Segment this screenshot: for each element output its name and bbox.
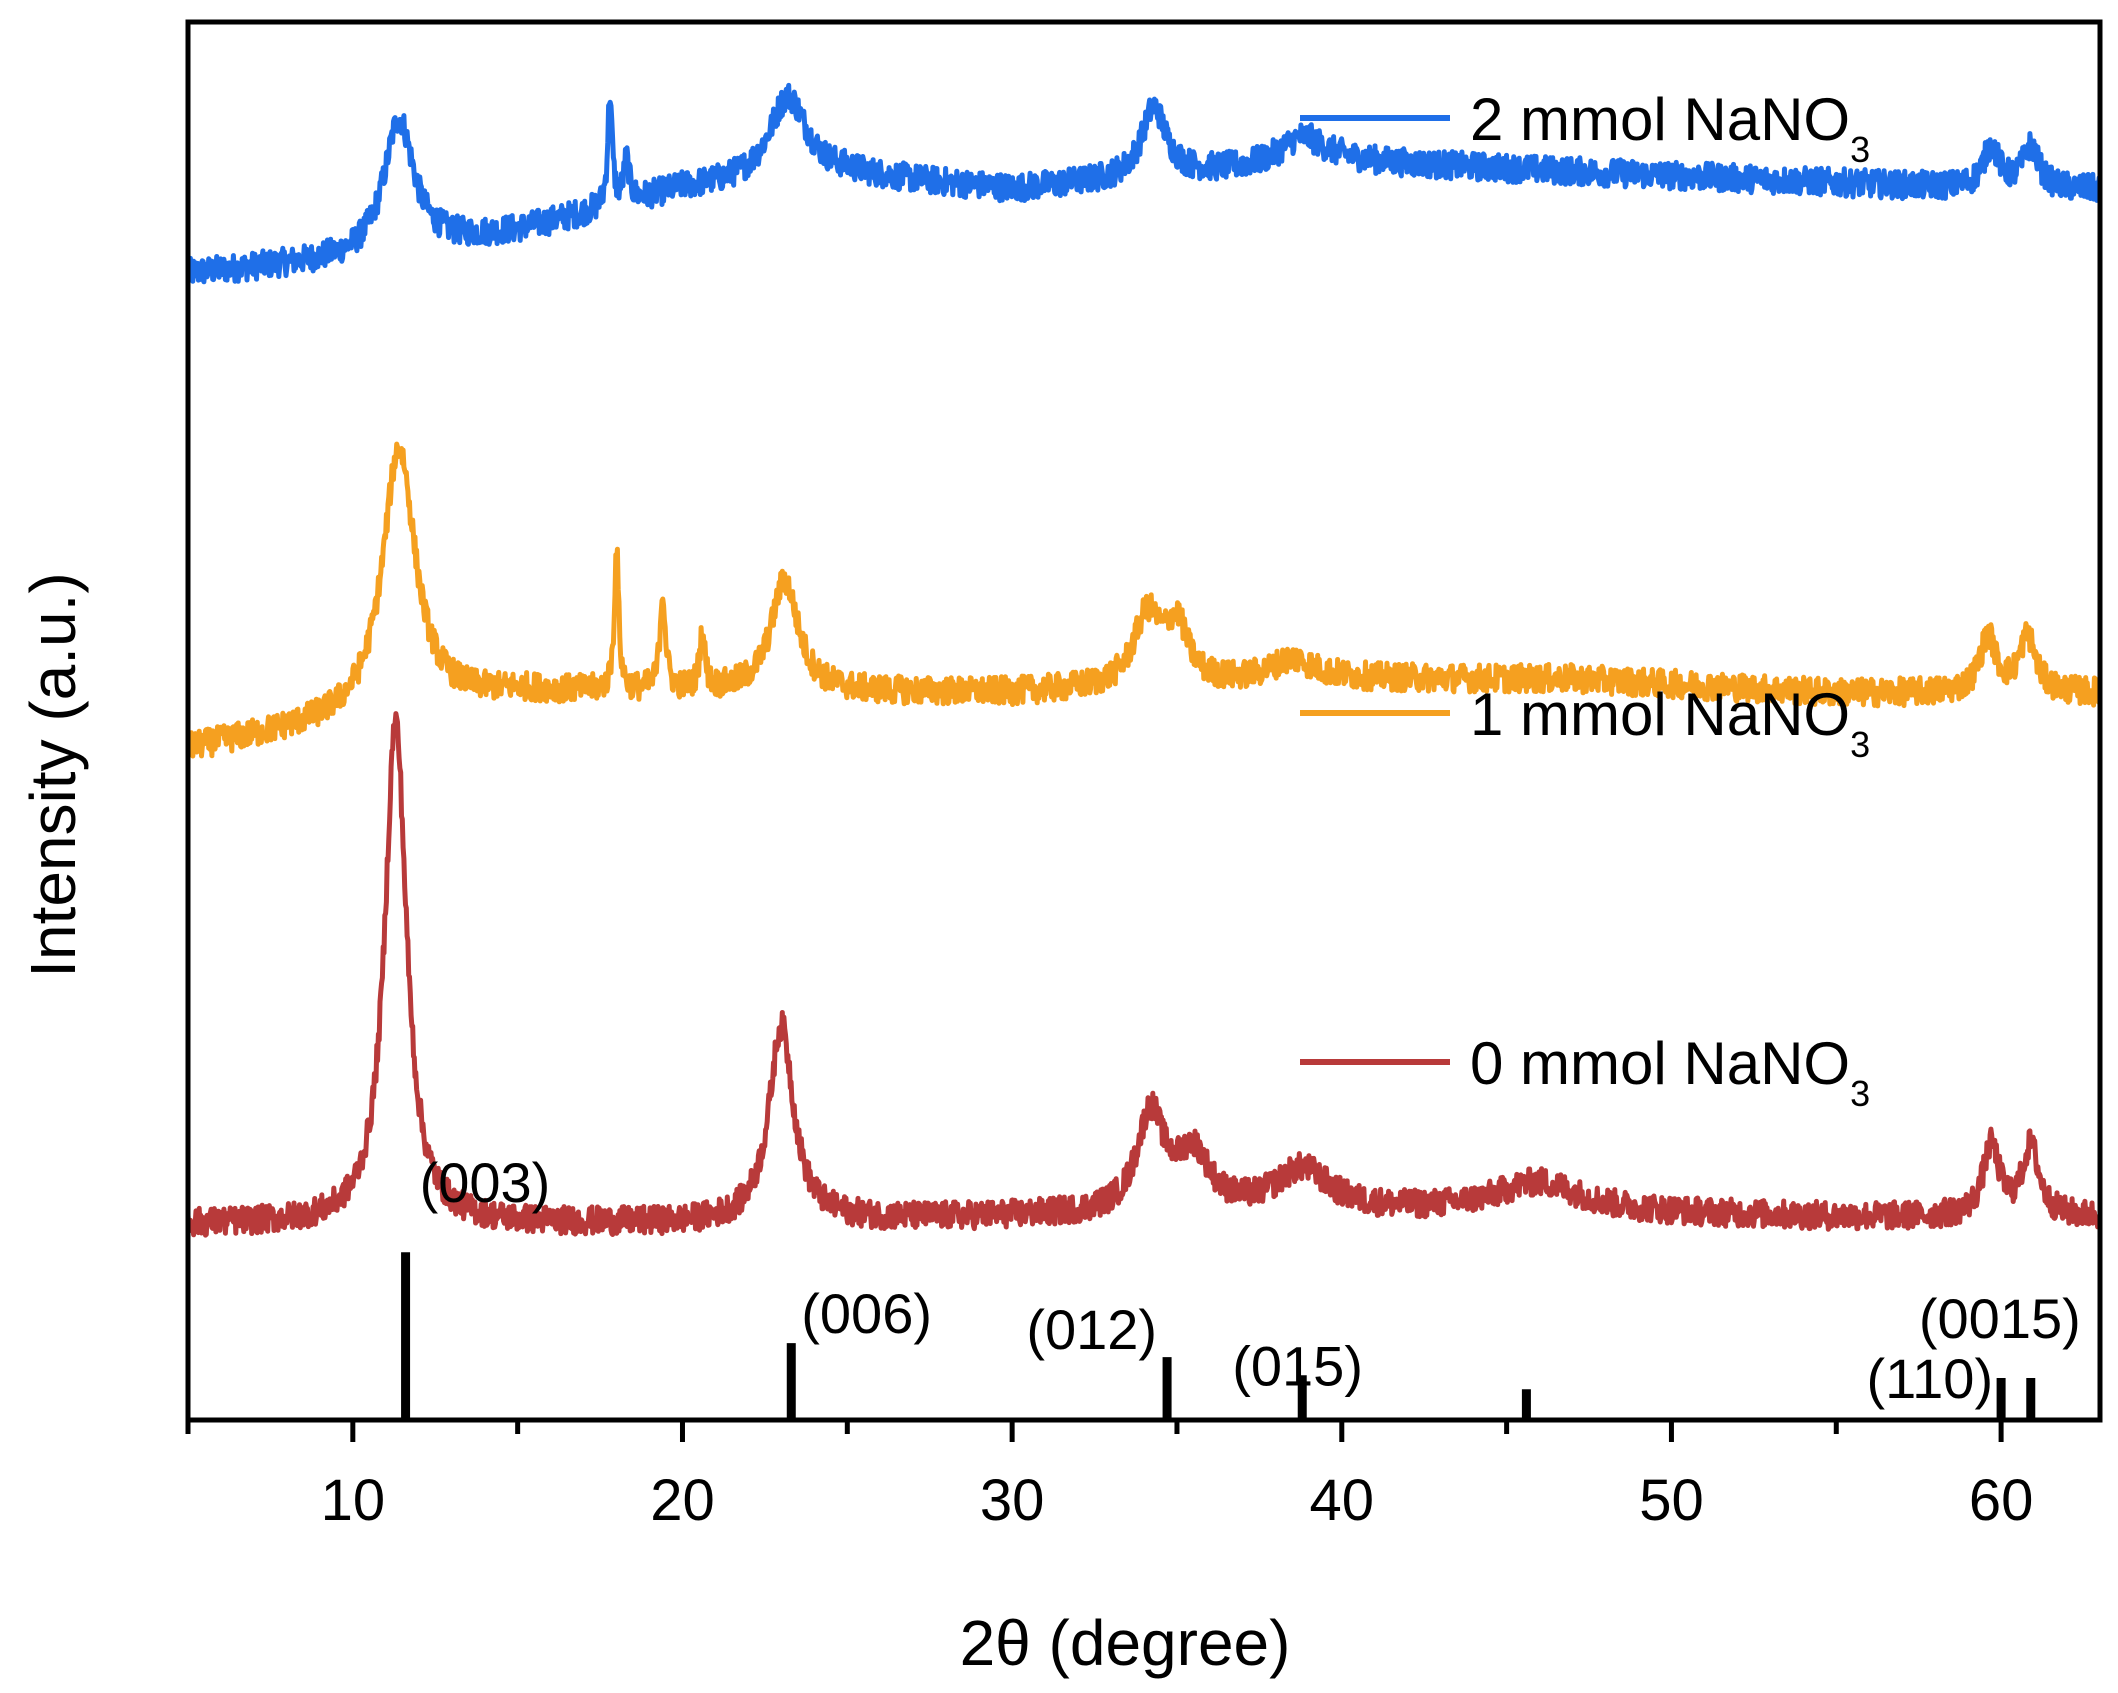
series-layer	[185, 82, 2103, 1238]
series-line-2	[185, 711, 2102, 1238]
x-tick-label-30: 30	[980, 1468, 1045, 1533]
legend-layer: 2 mmol NaNO3 1 mmol NaNO3 0 mmol NaNO3	[1300, 86, 1870, 1114]
hkl-label-0: (003)	[420, 1151, 551, 1214]
series-line-1	[185, 441, 2103, 759]
x-tick-label-10: 10	[321, 1468, 386, 1533]
series-line-0	[185, 82, 2103, 285]
hkl-label-6: (0015)	[1919, 1287, 2081, 1350]
legend-label-0: 2 mmol NaNO3	[1470, 86, 1870, 170]
y-axis-title: Intensity (a.u.)	[17, 572, 89, 978]
hkl-label-2: (012)	[1026, 1298, 1157, 1361]
x-axis-title: 2θ (degree)	[960, 1607, 1291, 1679]
x-tick-label-40: 40	[1310, 1468, 1375, 1533]
hkl-label-1: (006)	[801, 1282, 932, 1345]
x-tick-label-50: 50	[1639, 1468, 1704, 1533]
hkl-label-5: (110)	[1867, 1347, 1994, 1410]
legend-label-2: 0 mmol NaNO3	[1470, 1030, 1870, 1114]
hkl-label-3: (015)	[1232, 1334, 1363, 1397]
reference-lines-layer: (003) (006) (012) (015) (110)(0015)	[401, 1151, 2081, 1420]
x-tick-label-20: 20	[650, 1468, 715, 1533]
axis-layer: 10 20 30 40 50 60	[185, 1420, 2034, 1533]
legend-label-1: 1 mmol NaNO3	[1470, 681, 1870, 765]
x-tick-label-60: 60	[1969, 1468, 2034, 1533]
plot-frame	[185, 19, 2103, 1423]
